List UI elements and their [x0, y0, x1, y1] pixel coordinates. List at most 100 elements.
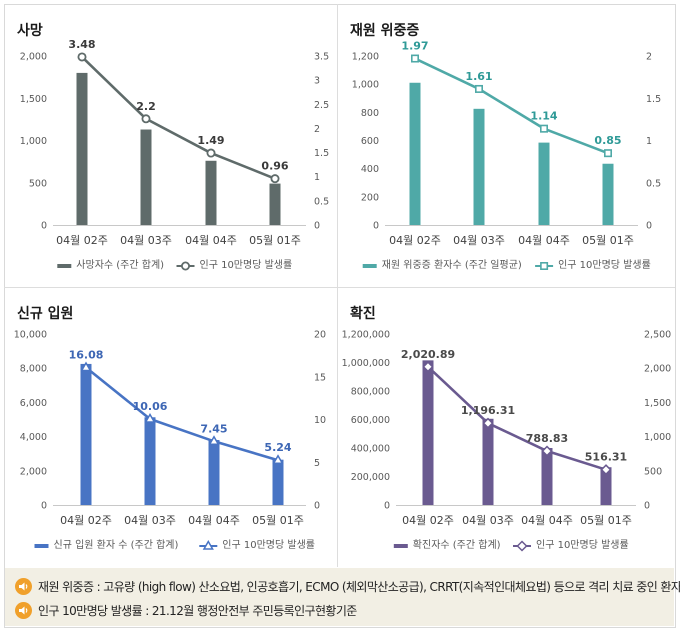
line-point: [202, 539, 214, 550]
data-label: 16.08: [69, 349, 104, 362]
legend-swatch-bar: [362, 264, 377, 268]
footnote-text: 재원 위중증 : 고유량 (high flow) 산소요법, 인공호흡기, EC…: [38, 579, 680, 594]
line-point: [77, 52, 87, 62]
data-label: 1.61: [465, 70, 492, 83]
y-tick-label-right: 1.5: [646, 94, 661, 105]
y-tick-label-left: 10,000: [14, 330, 47, 341]
x-tick-label: 04월 04주: [518, 234, 570, 247]
chart-title: 재원 위중증: [350, 23, 419, 39]
y-tick-label-left: 2,000: [20, 466, 47, 477]
data-label: 516.31: [585, 451, 627, 464]
bar: [600, 467, 612, 505]
y-tick-label-left: 500: [29, 178, 47, 189]
x-tick-label: 05월 01주: [580, 514, 632, 527]
y-tick-label-left: 1,000,000: [342, 358, 390, 369]
bar: [602, 163, 614, 225]
y-tick-label-left: 0: [41, 221, 47, 232]
legend-label-line: 인구 10만명당 발생률: [536, 539, 629, 551]
y-tick-label-right: 0: [314, 501, 320, 512]
y-tick-label-right: 15: [314, 372, 326, 383]
chart-panel-admissions: 신규 입원 0 2,000 4,000 6,000 8,000 10,000 0 5 10 15 20…: [5, 288, 338, 570]
bar: [482, 418, 494, 505]
line-point: [600, 464, 612, 476]
bar: [409, 82, 421, 225]
line-point: [516, 540, 528, 552]
line-point: [272, 454, 284, 464]
line-series: [427, 365, 607, 471]
data-label: 10.06: [133, 400, 168, 413]
data-label: 2.2: [136, 100, 156, 113]
y-tick-label-left: 4,000: [20, 432, 47, 443]
y-tick-label-left: 200,000: [351, 472, 390, 483]
chart-svg: 사망 0 500 1,000 1,500 2,000 0 0.5 1 1.5 2 2.5 3 3.5 3.4…: [17, 22, 329, 271]
bar: [473, 108, 485, 225]
y-tick-label-left: 400: [361, 164, 379, 175]
y-tick-label-right: 1,000: [644, 432, 671, 443]
speaker-icon: [15, 577, 32, 595]
x-tick-label: 04월 03주: [453, 234, 505, 247]
y-tick-label-left: 1,000: [352, 80, 379, 91]
line-point: [144, 412, 156, 423]
y-tick-label-right: 3.5: [314, 52, 329, 63]
line-point: [482, 417, 494, 429]
bar: [422, 360, 434, 505]
line-point: [540, 261, 549, 270]
data-label: 0.85: [594, 134, 621, 147]
y-tick-label-left: 0: [41, 501, 47, 512]
chart-title: 사망: [17, 22, 43, 39]
y-tick-label-right: 2,000: [644, 364, 671, 375]
legend: 사망자수 (주간 합계) 인구 10만명당 발생률: [57, 259, 292, 271]
chart-panel-critical: 재원 위중증 0 200 400 600 800 1,000 1,200 0 0.5 1 1.5 2 1.…: [338, 5, 671, 287]
legend: 재원 위중증 환자수 (주간 일평균) 인구 10만명당 발생률: [362, 258, 651, 271]
footnote-text: 인구 10만명당 발생률 : 21.12월 행정안전부 주민등록인구현황기준: [38, 603, 357, 618]
x-tick-label: 04월 04주: [521, 514, 573, 527]
line-point: [206, 148, 216, 158]
line-point: [208, 435, 220, 446]
legend: 신규 입원 환자 수 (주간 합계) 인구 10만명당 발생률: [34, 538, 315, 551]
panel-divider-vertical: [337, 4, 338, 567]
chart-svg: 재원 위중증 0 200 400 600 800 1,000 1,200 0 0.5 1 1.5 2 1.…: [350, 23, 661, 271]
legend-swatch-bar: [57, 264, 72, 268]
legend: 확진자수 (주간 합계) 인구 10만명당 발생률: [393, 539, 629, 552]
y-tick-label-right: 1.5: [314, 148, 329, 159]
bar: [208, 440, 220, 505]
y-tick-label-right: 0.5: [646, 178, 661, 189]
y-tick-label-left: 800,000: [351, 387, 390, 398]
line-point: [270, 174, 280, 184]
legend-label-bar: 사망자수 (주간 합계): [76, 259, 164, 271]
chart-svg: 신규 입원 0 2,000 4,000 6,000 8,000 10,000 0 5 10 15 20…: [14, 306, 326, 551]
bar: [144, 417, 156, 505]
y-tick-label-left: 600: [361, 136, 379, 147]
x-tick-label: 04월 03주: [462, 514, 514, 527]
x-tick-label: 04월 03주: [120, 234, 172, 247]
y-tick-label-right: 10: [314, 415, 326, 426]
legend-swatch-bar: [34, 544, 49, 548]
data-label: 1.14: [530, 110, 557, 123]
y-tick-label-right: 1: [646, 136, 652, 147]
data-label: 1.49: [197, 134, 224, 147]
data-label: 788.83: [526, 432, 568, 445]
bar: [140, 129, 152, 225]
panel-divider-horizontal: [4, 287, 675, 288]
chart-title: 확진: [350, 305, 376, 322]
y-tick-label-right: 20: [314, 330, 326, 341]
line-point: [603, 149, 612, 158]
y-tick-label-right: 1: [314, 172, 320, 183]
y-tick-label-right: 0.5: [314, 196, 329, 207]
y-tick-label-right: 0: [646, 221, 652, 232]
legend-label-line: 인구 10만명당 발생률: [222, 539, 315, 551]
y-tick-label-right: 1,500: [644, 398, 671, 409]
legend-label-line: 인구 10만명당 발생률: [558, 259, 651, 271]
bar: [269, 183, 281, 225]
y-tick-label-right: 2: [314, 124, 320, 135]
y-tick-label-left: 800: [361, 108, 379, 119]
x-tick-label: 04월 02주: [60, 514, 112, 527]
y-tick-label-left: 200: [361, 192, 379, 203]
x-tick-label: 04월 04주: [188, 514, 240, 527]
y-tick-label-left: 6,000: [20, 398, 47, 409]
legend-label-line: 인구 10만명당 발생률: [200, 259, 293, 271]
data-label: 5.24: [264, 441, 291, 454]
line-point: [180, 261, 190, 271]
data-label: 2,020.89: [401, 348, 455, 361]
y-tick-label-left: 1,000: [20, 136, 47, 147]
